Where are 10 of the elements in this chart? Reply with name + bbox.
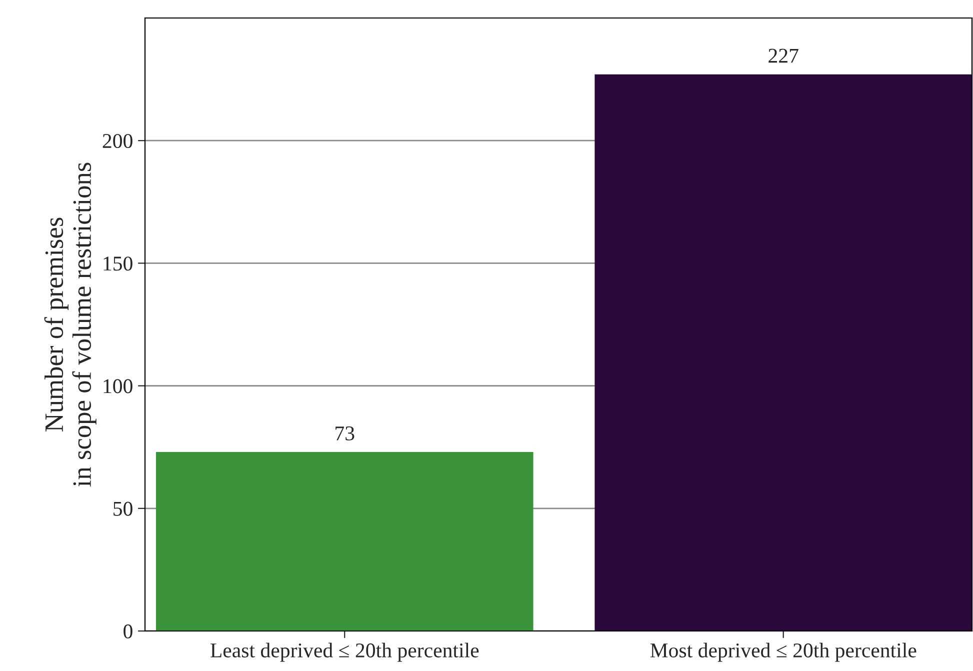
y-tick-label: 0 [124, 624, 132, 638]
y-axis-title: Number of premises in scope of volume restrictions [44, 162, 96, 487]
y-tick-label: 100 [104, 379, 132, 394]
x-tick-label: Least deprived ≤ 20th percentile [210, 642, 479, 662]
data-label: 73 [336, 426, 354, 440]
y-tick-label: 150 [104, 256, 132, 271]
data-label: 227 [768, 48, 798, 63]
y-tick-label: 200 [102, 134, 132, 148]
y-tick-label: 50 [114, 502, 132, 516]
x-tick-label: Most deprived ≤ 20th percentile [650, 642, 916, 662]
